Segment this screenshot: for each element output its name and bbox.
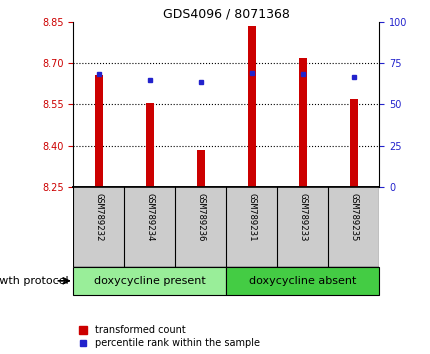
Legend: transformed count, percentile rank within the sample: transformed count, percentile rank withi… bbox=[78, 324, 260, 349]
Bar bbox=[349, 99, 357, 187]
Text: GSM789235: GSM789235 bbox=[348, 193, 357, 242]
Bar bbox=[146, 103, 153, 187]
Text: doxycycline present: doxycycline present bbox=[94, 276, 205, 286]
Bar bbox=[73, 267, 226, 295]
Text: doxycycline absent: doxycycline absent bbox=[249, 276, 356, 286]
Text: GSM789233: GSM789233 bbox=[298, 193, 307, 242]
Text: GSM789231: GSM789231 bbox=[247, 193, 256, 242]
Text: growth protocol: growth protocol bbox=[0, 276, 69, 286]
Bar bbox=[95, 75, 102, 187]
Bar bbox=[226, 267, 378, 295]
Text: GSM789234: GSM789234 bbox=[145, 193, 154, 242]
Bar bbox=[197, 150, 204, 187]
Title: GDS4096 / 8071368: GDS4096 / 8071368 bbox=[163, 8, 289, 21]
Text: GSM789232: GSM789232 bbox=[94, 193, 103, 242]
Bar bbox=[298, 58, 306, 187]
Bar bbox=[247, 26, 255, 187]
Text: GSM789236: GSM789236 bbox=[196, 193, 205, 242]
